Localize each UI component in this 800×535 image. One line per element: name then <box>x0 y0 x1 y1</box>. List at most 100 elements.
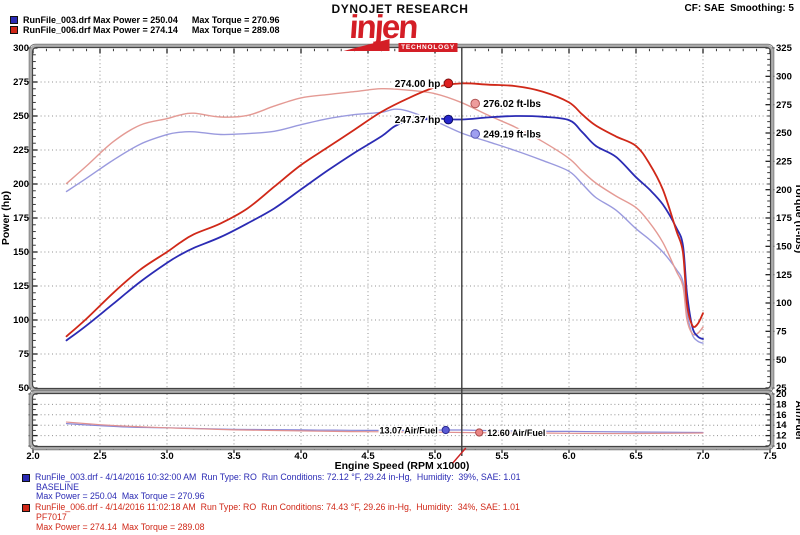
torque-tick-label: 225 <box>776 157 793 168</box>
af-tick-label: 16 <box>776 410 787 421</box>
run-tag: PF7017 <box>36 511 67 522</box>
marker-dot <box>441 425 450 435</box>
torque-tick-label: 75 <box>776 327 787 338</box>
run-torque-label: Max Torque = 270.96 <box>191 15 280 25</box>
torque-tick-label: 325 <box>776 43 793 54</box>
marker-dot <box>470 129 481 139</box>
marker-label: 13.07 Air/Fuel <box>380 425 438 435</box>
rpm-tick-label: 4.5 <box>361 451 375 462</box>
rpm-tick-label: 4.0 <box>294 451 307 462</box>
run-color-chip <box>22 473 30 482</box>
rpm-tick-label: 5.0 <box>428 451 441 462</box>
run-detail-row: RunFile_003.drf - 4/14/2016 10:32:00 AM … <box>22 472 521 483</box>
marker-label: 274.00 hp <box>395 79 441 90</box>
mouse-pointer-mark <box>452 447 467 464</box>
torque-tick-label: 100 <box>776 298 792 309</box>
power-tick-label: 225 <box>13 145 30 156</box>
run-max-line: Max Power = 250.04 Max Torque = 270.96 <box>36 491 205 502</box>
power-tick-label: 100 <box>13 315 29 326</box>
torque-tick-label: 250 <box>776 128 792 139</box>
power-tick-label: 200 <box>13 179 29 190</box>
series-curves <box>65 82 704 435</box>
run-max-line: Max Power = 274.14 Max Torque = 289.08 <box>36 521 205 532</box>
gridlines <box>33 48 770 446</box>
plot-frames <box>28 43 775 451</box>
af-tick-label: 20 <box>776 389 787 400</box>
torque-tick-label: 175 <box>776 213 793 224</box>
dynojet-research-label: DYNOJET RESEARCH <box>331 2 469 16</box>
power-tick-label: 175 <box>13 213 30 224</box>
power-tick-label: 275 <box>13 77 30 88</box>
torque-tick-label: 25 <box>776 383 787 394</box>
run-color-chip <box>10 26 18 34</box>
marker-label: 12.60 Air/Fuel <box>487 428 545 438</box>
marker-dot <box>443 78 454 89</box>
run-color-chip <box>10 16 18 24</box>
rpm-tick-label: 7.0 <box>696 451 709 462</box>
af-axis-title: Air/Fuel <box>793 400 800 439</box>
run-detail-line: RunFile_003.drf - 4/14/2016 10:32:00 AM … <box>35 472 521 482</box>
rpm-tick-label: 7.5 <box>763 451 777 462</box>
af-tick-label: 12 <box>776 431 787 442</box>
run-color-chip <box>22 503 30 512</box>
run-entry-baseline[interactable]: RunFile_003.drf - 4/14/2016 10:32:00 AM … <box>22 472 521 502</box>
rpm-tick-label: 6.5 <box>629 451 643 462</box>
injen-logo-word: injen <box>348 8 419 45</box>
rpm-tick-label: 3.0 <box>160 451 173 462</box>
torque-tick-label: 125 <box>776 270 793 281</box>
power-tick-label: 125 <box>13 281 30 292</box>
run-file-power-label: RunFile_006.drf Max Power = 274.14 <box>23 25 178 35</box>
rpm-tick-label: 2.0 <box>26 451 39 462</box>
run-torque-label: Max Torque = 289.08 <box>191 25 280 35</box>
torque-axis-title: Torque (ft-lbs) <box>793 183 800 253</box>
power-tick-label: 150 <box>13 247 29 258</box>
af-tick-label: 14 <box>776 420 787 431</box>
power-axis-title: Power (hp) <box>0 191 12 245</box>
power-tick-label: 50 <box>18 383 29 394</box>
injen-logo: injen TECHNOLOGY <box>342 8 458 53</box>
runs-summary-legend: RunFile_003.drf Max Power = 250.04 Max T… <box>10 15 279 35</box>
marker-dot <box>443 114 454 125</box>
run-entry-pf7017[interactable]: RunFile_006.drf - 4/14/2016 11:02:18 AM … <box>22 502 521 532</box>
marker-dot <box>475 428 484 437</box>
run-summary-row[interactable]: RunFile_006.drf Max Power = 274.14 Max T… <box>10 25 279 35</box>
torque-tick-label: 300 <box>776 72 792 83</box>
af-tick-label: 18 <box>776 399 787 410</box>
af-tick-label: 10 <box>776 441 787 452</box>
run-file-power-label: RunFile_003.drf Max Power = 250.04 <box>23 15 178 25</box>
marker-dot <box>470 98 481 109</box>
tick-labels: 50 75 100 125 150 175 200 225 250 275 300 25 50 75 100… <box>13 43 792 462</box>
correction-smoothing-label: CF: SAE Smoothing: 5 <box>684 3 794 14</box>
run-detail-line: RunFile_006.drf - 4/14/2016 11:02:18 AM … <box>35 502 520 513</box>
injen-swoosh-shape <box>344 39 390 51</box>
rpm-tick-label: 5.5 <box>495 451 509 462</box>
run-summary-row[interactable]: RunFile_003.drf Max Power = 250.04 Max T… <box>10 15 279 25</box>
power-tick-label: 300 <box>13 43 29 54</box>
power-tick-label: 75 <box>18 349 29 360</box>
torque-tick-label: 275 <box>776 100 793 111</box>
series-curve-baseline-torque <box>65 108 704 344</box>
x-axis-title: Engine Speed (RPM x1000) <box>335 460 470 472</box>
marker-label: 249.19 ft-lbs <box>483 129 541 140</box>
brand-header: DYNOJET RESEARCH injen TECHNOLOGY <box>332 2 469 53</box>
rpm-tick-label: 3.5 <box>227 451 241 462</box>
run-detail-row: RunFile_006.drf - 4/14/2016 11:02:18 AM … <box>22 502 521 513</box>
run-details-legend: RunFile_003.drf - 4/14/2016 10:32:00 AM … <box>22 472 521 533</box>
torque-tick-label: 200 <box>776 185 792 196</box>
injen-technology-banner: TECHNOLOGY <box>398 43 458 52</box>
torque-tick-label: 150 <box>776 242 792 253</box>
power-tick-label: 250 <box>13 111 29 122</box>
torque-tick-label: 50 <box>776 355 787 366</box>
rpm-tick-label: 6.0 <box>562 451 575 462</box>
cursor-annotations: 274.00 hp 276.02 ft-lbs 247.37 hp 249.19 ft… <box>378 77 547 439</box>
chart-generated: 50 75 100 125 150 175 200 225 250 275 300 25 50 75 100… <box>13 43 793 464</box>
series-curve-pf7017-power <box>65 82 704 338</box>
rpm-tick-label: 2.5 <box>93 451 107 462</box>
marker-label: 276.02 ft-lbs <box>483 99 541 110</box>
series-curve-pf7017-torque <box>65 87 704 336</box>
cursor <box>452 48 467 464</box>
run-tag: BASELINE <box>36 481 80 492</box>
marker-label: 247.37 hp <box>395 115 441 126</box>
